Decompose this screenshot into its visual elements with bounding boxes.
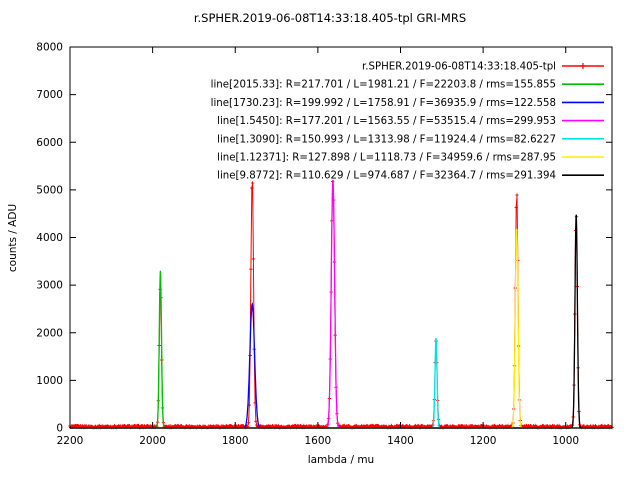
x-tick-label: 1000: [552, 435, 579, 447]
fit-curve-1: [70, 302, 611, 429]
measured-spectrum-line: [69, 181, 613, 429]
legend-entry-5: line[1.12371]: R=127.898 / L=1118.73 / F…: [217, 153, 604, 164]
fit-curve-3: [70, 337, 612, 429]
fit-curve-5: [70, 214, 612, 429]
y-tick-label: 4000: [36, 232, 63, 244]
legend-entry-4: line[1.3090]: R=150.993 / L=1313.98 / F=…: [217, 134, 604, 145]
legend-entry-3: line[1.5450]: R=177.201 / L=1563.55 / F=…: [217, 116, 604, 127]
y-axis-label: counts / ADU: [7, 204, 19, 272]
legend-label: r.SPHER.2019-06-08T14:33:18.405-tpl: [362, 62, 556, 73]
legend-label: line[9.8772]: R=110.629 / L=974.687 / F=…: [217, 171, 556, 182]
x-axis-label: lambda / mu: [308, 454, 374, 466]
x-tick-label: 1200: [470, 435, 497, 447]
legend-label: line[1.3090]: R=150.993 / L=1313.98 / F=…: [217, 134, 556, 145]
legend-entry-0: r.SPHER.2019-06-08T14:33:18.405-tpl: [362, 62, 604, 73]
y-tick-label: 6000: [36, 137, 63, 149]
y-tick-label: 1000: [36, 375, 63, 387]
y-tick-label: 3000: [36, 280, 63, 292]
x-tick-label: 1400: [387, 435, 414, 447]
y-tick-label: 0: [56, 423, 63, 435]
x-tick-label: 1800: [222, 435, 249, 447]
legend-label: line[1.12371]: R=127.898 / L=1118.73 / F…: [217, 153, 556, 164]
measured-spectrum-markers: [68, 179, 614, 430]
legend-key-plus-marker: [580, 63, 586, 69]
legend-label: line[1.5450]: R=177.201 / L=1563.55 / F=…: [217, 116, 556, 127]
legend-entry-2: line[1730.23]: R=199.992 / L=1758.91 / F…: [211, 98, 604, 109]
legend: r.SPHER.2019-06-08T14:33:18.405-tpl line[…: [211, 62, 604, 182]
x-tick-label: 1600: [304, 435, 331, 447]
legend-entry-1: line[2015.33]: R=217.701 / L=1981.21 / F…: [211, 80, 604, 91]
legend-entry-6: line[9.8772]: R=110.629 / L=974.687 / F=…: [217, 171, 604, 182]
y-tick-label: 7000: [36, 89, 63, 101]
chart-title: r.SPHER.2019-06-08T14:33:18.405-tpl GRI-…: [194, 11, 466, 25]
fit-curve-0: [70, 270, 612, 429]
legend-label: line[2015.33]: R=217.701 / L=1981.21 / F…: [211, 80, 556, 91]
x-tick-label: 2000: [139, 435, 166, 447]
x-tick-label: 2200: [57, 435, 84, 447]
legend-label: line[1730.23]: R=199.992 / L=1758.91 / F…: [211, 98, 556, 109]
y-tick-label: 5000: [36, 184, 63, 196]
plot-area: 2200 2000 1800 1600 1400 1200 1000 0 1000 2000 300…: [36, 42, 614, 447]
fit-curve-4: [70, 228, 611, 429]
fit-curve-2: [70, 179, 611, 429]
axes: 2200 2000 1800 1600 1400 1200 1000 0 1000 2000 300…: [36, 42, 613, 447]
y-tick-label: 2000: [36, 327, 63, 339]
series-measured-spectrum: [68, 179, 614, 430]
y-tick-label: 8000: [36, 42, 63, 54]
